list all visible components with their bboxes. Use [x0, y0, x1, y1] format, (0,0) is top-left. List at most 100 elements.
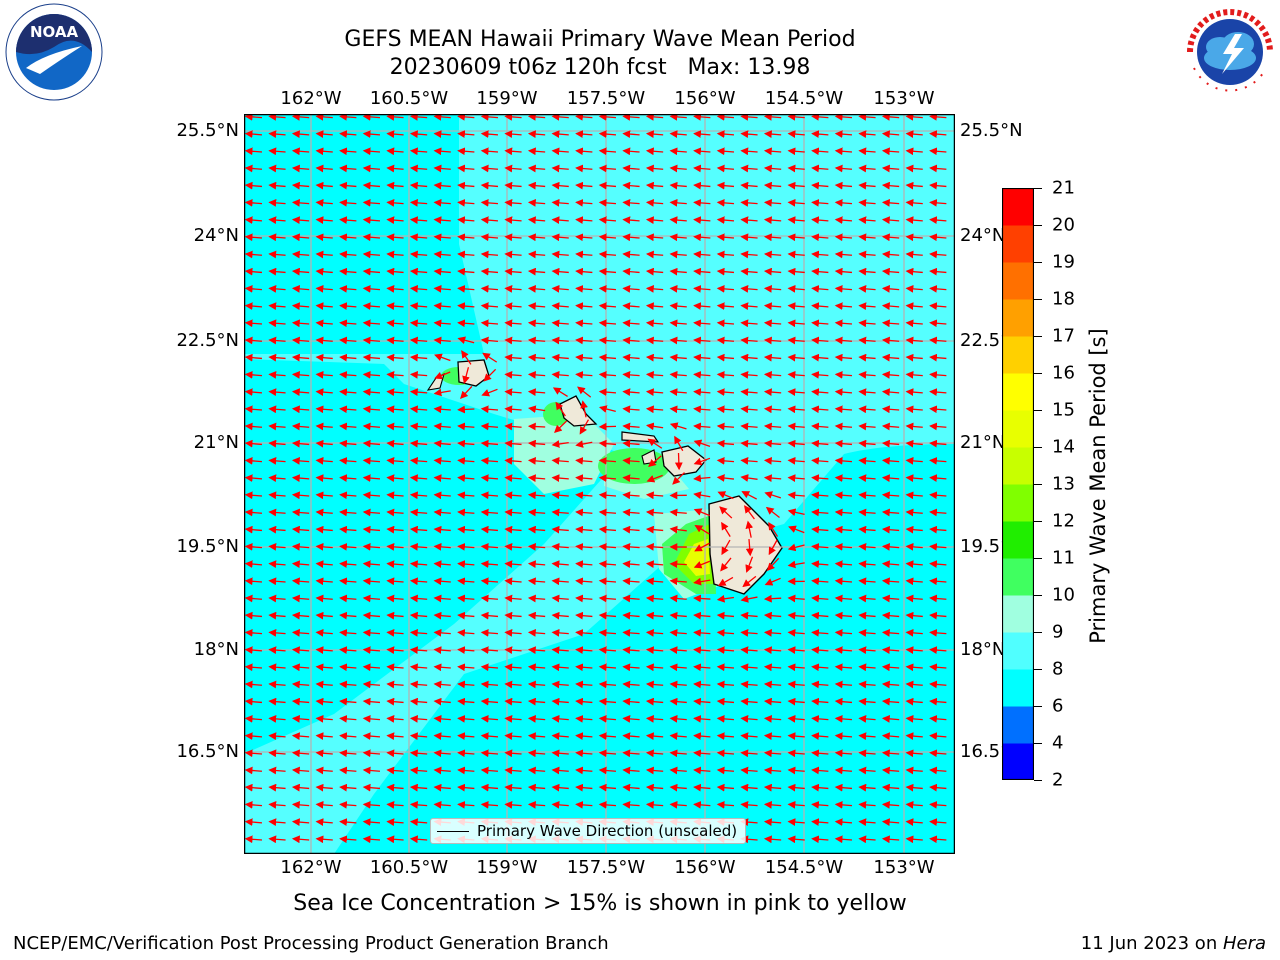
wave-arrow	[645, 491, 664, 500]
wave-arrow	[291, 388, 310, 396]
wave-arrow	[362, 525, 381, 534]
wave-arrow	[881, 164, 900, 173]
wave-arrow	[291, 216, 310, 224]
wave-arrow	[409, 353, 428, 362]
wave-arrow	[575, 646, 593, 654]
wave-arrow	[409, 130, 428, 138]
wave-arrow	[480, 646, 499, 654]
wave-arrow	[315, 560, 333, 568]
wave-arrow	[693, 594, 711, 603]
wave-arrow	[315, 525, 333, 534]
wave-arrow	[740, 611, 758, 620]
wave-arrow	[268, 233, 286, 242]
wave-arrow	[339, 181, 357, 190]
wave-arrow	[339, 319, 357, 328]
wave-arrow	[740, 284, 758, 293]
wave-arrow	[645, 216, 664, 224]
wave-arrow	[315, 577, 333, 586]
wave-arrow	[433, 525, 451, 534]
wave-arrow	[409, 646, 428, 654]
wave-arrow	[645, 663, 664, 672]
wave-arrow	[834, 302, 853, 310]
wave-arrow	[764, 491, 782, 499]
wave-arrow	[386, 594, 404, 603]
wave-arrow	[693, 611, 711, 620]
wave-arrow	[716, 216, 735, 224]
wave-arrow	[409, 542, 428, 551]
wave-arrow	[315, 388, 333, 396]
wave-arrow	[409, 680, 428, 689]
colorbar-tick: 9	[1052, 621, 1064, 643]
wave-arrow	[598, 525, 617, 534]
wave-arrow	[669, 302, 687, 310]
wave-arrow	[577, 386, 592, 398]
wave-arrow	[362, 336, 381, 345]
wave-arrow	[527, 388, 546, 396]
wave-arrow	[433, 405, 451, 414]
wave-arrow	[598, 284, 617, 293]
wave-arrow	[622, 267, 640, 276]
wave-arrow	[268, 370, 286, 379]
wave-arrow	[669, 560, 687, 569]
wave-arrow	[858, 628, 876, 637]
wave-arrow	[457, 405, 475, 414]
wave-arrow	[433, 267, 451, 276]
wave-arrow	[645, 353, 664, 362]
wave-arrow	[763, 267, 782, 276]
wave-arrow	[598, 439, 617, 448]
wave-arrow	[693, 164, 711, 173]
colorbar-segment	[1002, 410, 1034, 448]
wave-arrow	[268, 130, 286, 138]
wave-arrow	[693, 663, 711, 672]
wave-arrow	[881, 577, 900, 586]
wave-arrow	[811, 525, 829, 534]
wave-arrow	[268, 680, 286, 689]
wave-arrow	[409, 319, 428, 328]
wave-arrow	[457, 302, 475, 310]
wave-arrow	[905, 164, 923, 173]
wave-arrow	[858, 542, 876, 551]
wave-arrow	[268, 388, 286, 396]
wave-arrow	[763, 422, 782, 431]
wave-arrow	[716, 663, 735, 672]
lat-tick-left: 16.5°N	[176, 741, 239, 762]
wave-arrow	[905, 302, 923, 310]
wave-arrow	[434, 353, 451, 362]
wave-arrow	[409, 284, 428, 293]
wave-arrow	[409, 302, 428, 310]
period-field-8-9	[244, 114, 955, 854]
wave-arrow	[244, 130, 263, 138]
wave-arrow	[386, 560, 404, 568]
wave-arrow	[693, 130, 711, 138]
wave-arrow	[504, 114, 522, 121]
wave-arrow	[551, 474, 569, 482]
wave-arrow	[268, 542, 286, 551]
wave-arrow	[527, 370, 546, 379]
wave-arrow	[716, 353, 735, 362]
lon-tick-top: 162°W	[280, 88, 342, 109]
wave-arrow	[291, 439, 310, 448]
wave-arrow	[905, 233, 923, 242]
wave-arrow	[339, 680, 357, 689]
wave-arrow	[622, 525, 640, 534]
colorbar-tick: 19	[1052, 251, 1075, 273]
wave-arrow	[881, 663, 900, 672]
wave-arrow	[740, 422, 758, 431]
wave-arrow	[669, 284, 687, 293]
wave-arrow	[244, 508, 263, 517]
wave-arrow	[315, 456, 333, 465]
wave-arrow	[268, 336, 286, 345]
wave-arrow	[362, 542, 381, 551]
wave-arrow	[905, 577, 923, 586]
wave-arrow	[551, 663, 569, 672]
wave-arrow	[315, 302, 333, 310]
wave-arrow	[881, 439, 900, 448]
colorbar-tick-mark	[1034, 743, 1042, 744]
wave-arrow	[244, 491, 263, 500]
wave-arrow	[504, 646, 522, 654]
wave-arrow	[433, 164, 451, 173]
wave-arrow	[462, 367, 470, 384]
wave-arrow	[504, 663, 522, 672]
wave-arrow	[291, 628, 310, 637]
wave-arrow	[268, 646, 286, 654]
